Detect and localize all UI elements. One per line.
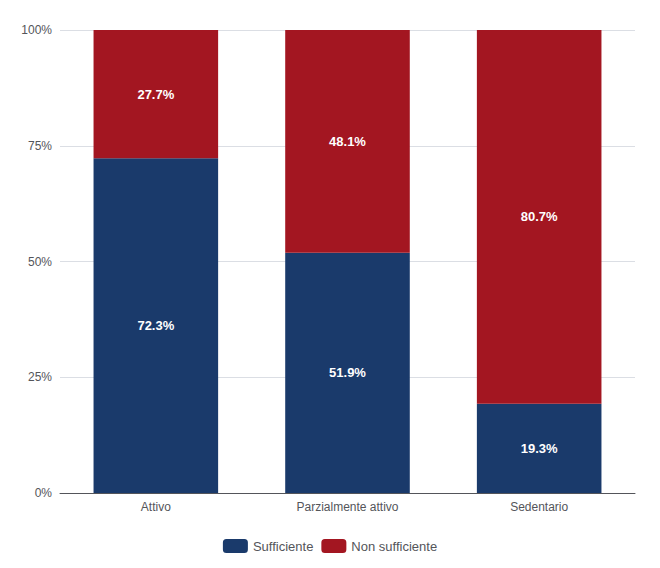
svg-text:Attivo: Attivo bbox=[141, 500, 171, 514]
svg-text:Non sufficiente: Non sufficiente bbox=[351, 539, 437, 554]
svg-text:Sedentario: Sedentario bbox=[510, 500, 568, 514]
svg-text:27.7%: 27.7% bbox=[137, 87, 174, 102]
svg-text:75%: 75% bbox=[28, 139, 52, 153]
svg-text:80.7%: 80.7% bbox=[521, 209, 558, 224]
svg-text:100%: 100% bbox=[21, 23, 52, 37]
svg-text:48.1%: 48.1% bbox=[329, 134, 366, 149]
svg-text:72.3%: 72.3% bbox=[137, 318, 174, 333]
svg-text:0%: 0% bbox=[35, 486, 53, 500]
svg-text:Sufficiente: Sufficiente bbox=[253, 539, 313, 554]
svg-text:51.9%: 51.9% bbox=[329, 365, 366, 380]
svg-text:19.3%: 19.3% bbox=[521, 441, 558, 456]
svg-text:Parzialmente attivo: Parzialmente attivo bbox=[296, 500, 398, 514]
svg-text:50%: 50% bbox=[28, 255, 52, 269]
svg-text:25%: 25% bbox=[28, 370, 52, 384]
